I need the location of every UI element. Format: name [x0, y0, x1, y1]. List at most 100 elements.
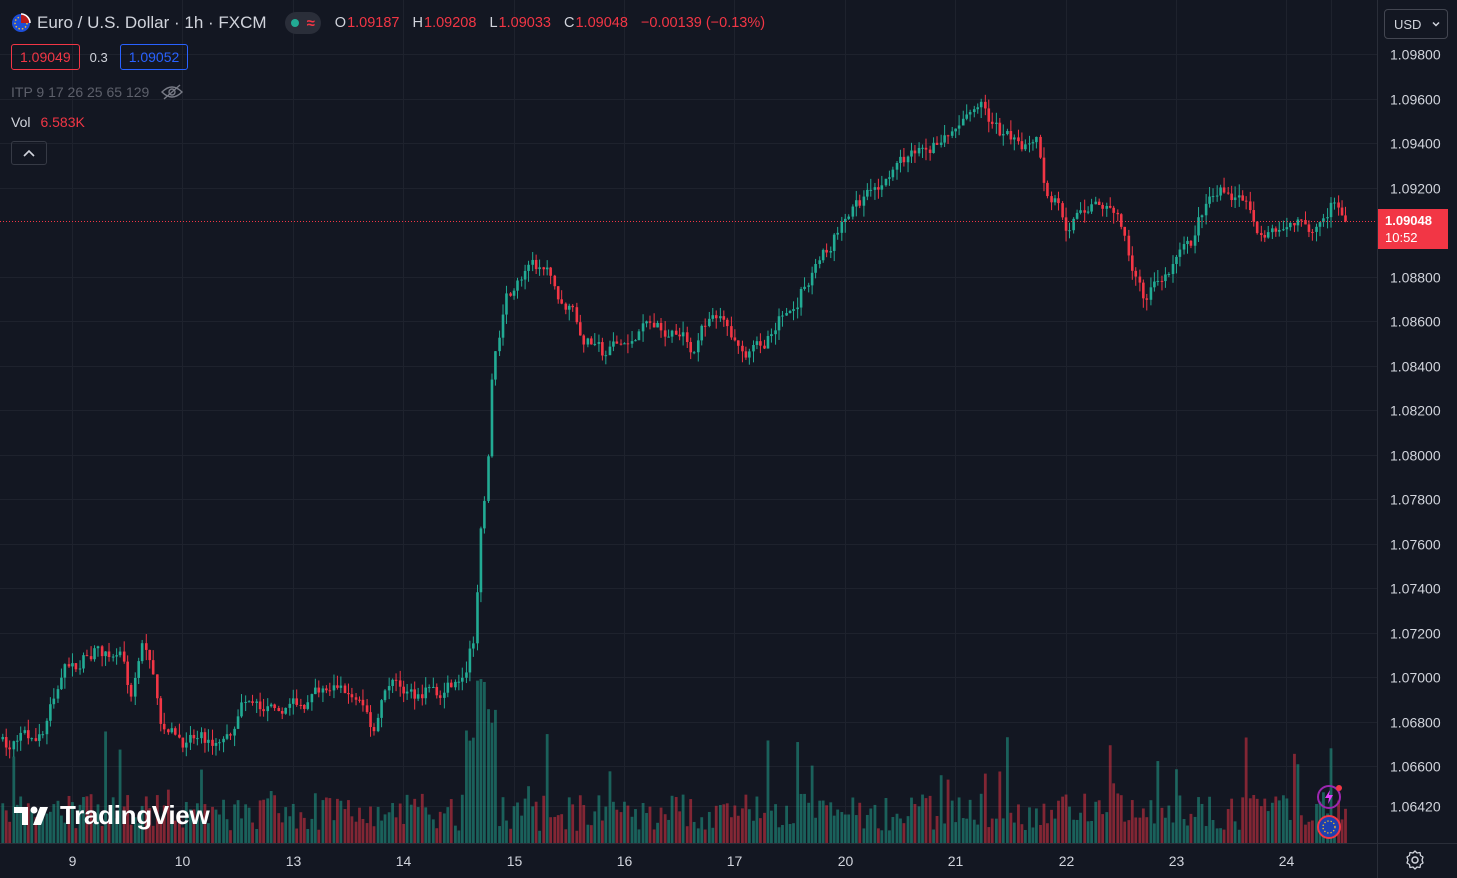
candle[interactable] — [1061, 201, 1064, 220]
candle[interactable] — [1, 733, 5, 742]
tradingview-logo[interactable]: TradingView — [14, 800, 210, 831]
candle[interactable] — [71, 653, 74, 677]
candle[interactable] — [854, 190, 858, 217]
candle[interactable] — [1134, 267, 1138, 286]
candle[interactable] — [1171, 255, 1175, 283]
candle[interactable] — [674, 324, 678, 336]
candle[interactable] — [446, 675, 450, 698]
candle[interactable] — [634, 339, 637, 342]
candle[interactable] — [1293, 222, 1296, 233]
candle[interactable] — [935, 136, 939, 145]
candle[interactable] — [479, 526, 483, 603]
candle[interactable] — [1311, 228, 1314, 241]
candle[interactable] — [170, 722, 174, 734]
candle[interactable] — [104, 651, 107, 666]
candle[interactable] — [365, 698, 369, 714]
candle[interactable] — [1304, 211, 1307, 225]
candle[interactable] — [1064, 207, 1068, 242]
candle[interactable] — [26, 719, 30, 745]
candle[interactable] — [314, 678, 317, 695]
candle[interactable] — [461, 667, 464, 691]
candle[interactable] — [483, 496, 486, 534]
candle[interactable] — [840, 216, 844, 241]
candle[interactable] — [1307, 220, 1311, 238]
candle[interactable] — [34, 728, 38, 742]
candle[interactable] — [1057, 191, 1060, 211]
candle[interactable] — [976, 103, 980, 114]
candle[interactable] — [56, 685, 60, 703]
candle[interactable] — [582, 334, 586, 353]
candle[interactable] — [1145, 293, 1149, 311]
candle[interactable] — [185, 732, 188, 757]
candle[interactable] — [1020, 132, 1024, 152]
candle[interactable] — [1241, 190, 1244, 201]
candle[interactable] — [240, 694, 243, 718]
candle[interactable] — [681, 321, 685, 346]
candle[interactable] — [60, 668, 63, 690]
candle[interactable] — [1211, 188, 1215, 203]
candle[interactable] — [692, 350, 696, 355]
candle[interactable] — [332, 674, 336, 699]
candle[interactable] — [866, 183, 869, 201]
candle[interactable] — [781, 310, 784, 327]
candle[interactable] — [468, 640, 472, 682]
candle[interactable] — [255, 698, 258, 714]
candle[interactable] — [1333, 197, 1336, 210]
candle[interactable] — [843, 213, 847, 233]
candle[interactable] — [1215, 185, 1219, 202]
candle[interactable] — [972, 105, 976, 118]
candle[interactable] — [1200, 214, 1204, 229]
candle[interactable] — [181, 737, 185, 753]
candle[interactable] — [906, 155, 910, 173]
candle[interactable] — [416, 687, 420, 702]
candle[interactable] — [788, 309, 792, 314]
candle[interactable] — [538, 259, 541, 276]
candle[interactable] — [1097, 198, 1101, 206]
candle[interactable] — [608, 340, 612, 356]
candle[interactable] — [578, 314, 582, 336]
candle[interactable] — [336, 675, 339, 690]
candle[interactable] — [597, 334, 601, 352]
candle[interactable] — [1112, 205, 1115, 224]
candle[interactable] — [641, 314, 645, 342]
candle[interactable] — [965, 104, 968, 121]
candle[interactable] — [1248, 191, 1252, 214]
candle[interactable] — [1105, 202, 1109, 217]
candle[interactable] — [968, 109, 972, 122]
candle[interactable] — [1108, 197, 1112, 209]
candle[interactable] — [696, 333, 700, 362]
candle[interactable] — [1230, 185, 1233, 207]
candle[interactable] — [799, 286, 803, 316]
candle[interactable] — [667, 329, 670, 338]
candle[interactable] — [1130, 246, 1134, 280]
candle[interactable] — [74, 663, 78, 673]
chart-settings-button[interactable] — [1404, 849, 1426, 871]
candle[interactable] — [211, 729, 214, 755]
candle[interactable] — [63, 663, 67, 689]
candle[interactable] — [1167, 272, 1171, 278]
candle[interactable] — [200, 727, 203, 744]
candle[interactable] — [100, 645, 104, 667]
candle[interactable] — [877, 178, 880, 199]
economic-events-button[interactable] — [1316, 814, 1342, 845]
candle[interactable] — [770, 328, 773, 343]
candle[interactable] — [807, 282, 810, 293]
candle[interactable] — [1039, 134, 1042, 159]
eurusd-flag-icon[interactable] — [11, 13, 31, 33]
candle[interactable] — [902, 147, 906, 167]
candle[interactable] — [512, 288, 516, 300]
candle[interactable] — [501, 304, 505, 346]
candle[interactable] — [151, 650, 155, 675]
candle[interactable] — [928, 145, 932, 161]
candle[interactable] — [1193, 225, 1197, 254]
candle[interactable] — [372, 723, 376, 736]
candle[interactable] — [777, 308, 781, 340]
candle[interactable] — [774, 322, 777, 345]
collapse-legend-button[interactable] — [11, 141, 47, 165]
candle[interactable] — [648, 315, 652, 330]
candle[interactable] — [1164, 267, 1167, 288]
candle[interactable] — [85, 649, 89, 657]
candle[interactable] — [1260, 225, 1263, 242]
candle[interactable] — [78, 660, 82, 675]
sell-price-button[interactable]: 1.09049 — [11, 44, 80, 70]
